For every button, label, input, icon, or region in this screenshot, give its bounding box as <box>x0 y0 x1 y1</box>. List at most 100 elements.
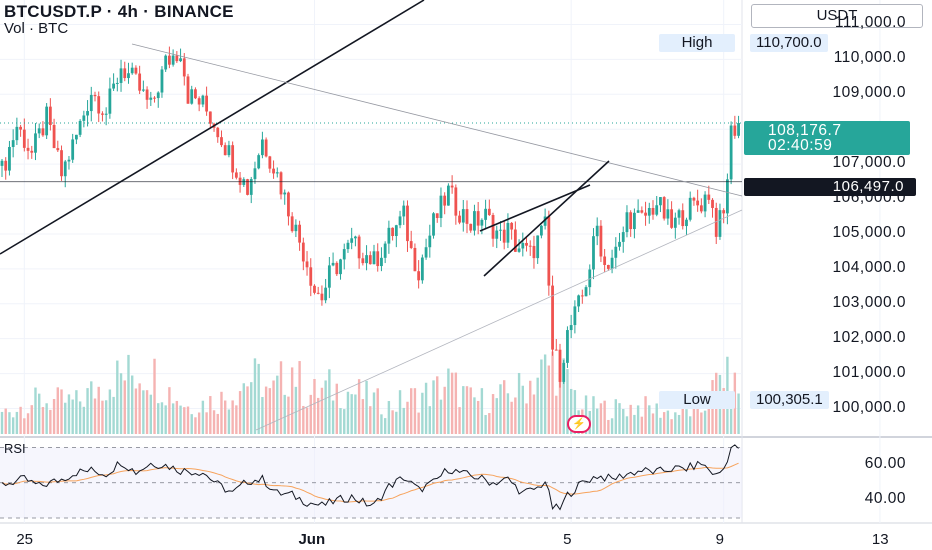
candle-body <box>536 235 540 259</box>
candle-body <box>220 137 223 146</box>
candle-body <box>89 94 93 112</box>
candle-body <box>331 262 335 266</box>
candle-body <box>476 211 480 226</box>
volume-bar <box>540 359 543 434</box>
volume-bar <box>116 360 119 434</box>
candle-body <box>666 209 670 219</box>
volume-bar <box>666 410 670 434</box>
volume-bar <box>235 405 238 434</box>
volume-bar <box>476 400 480 434</box>
volume-bar <box>562 358 565 434</box>
candle-body <box>621 232 625 242</box>
candle-body <box>75 134 78 140</box>
candle-body <box>461 209 465 223</box>
volume-bar <box>607 419 610 434</box>
candle-body <box>361 258 365 264</box>
volume-bar <box>692 403 696 434</box>
candle-body <box>424 247 428 258</box>
trend-lines[interactable] <box>0 0 743 431</box>
price-tick-label: 109,000.0 <box>832 84 906 102</box>
candle-body <box>502 229 506 243</box>
candle-body <box>208 111 212 124</box>
candle-body <box>699 205 703 212</box>
volume-bar <box>138 383 141 434</box>
volume-bar <box>674 412 677 434</box>
candle-body <box>272 168 275 174</box>
volume-bar <box>164 405 167 434</box>
candle-body <box>268 156 272 169</box>
volume-bar <box>142 390 145 434</box>
candle-body <box>138 73 142 91</box>
volume-bar <box>603 400 606 434</box>
price-tick-label: 110,000.0 <box>833 49 906 67</box>
volume-bar <box>670 419 673 434</box>
candle-body <box>454 187 458 216</box>
candle-body <box>499 229 502 231</box>
candle-body <box>190 89 194 104</box>
candle-body <box>409 241 413 248</box>
volume-bar <box>305 407 309 434</box>
candle-body <box>22 129 26 148</box>
candle-body <box>82 115 86 121</box>
candle-body <box>175 55 179 62</box>
candle-body <box>179 58 182 62</box>
volume-bar <box>197 412 201 434</box>
volume-bar <box>253 358 257 434</box>
low-label: Low <box>659 391 735 409</box>
candle-body <box>703 194 707 212</box>
volume-bar <box>677 414 681 434</box>
candle-body <box>52 124 56 149</box>
candle-body <box>164 55 168 70</box>
candle-body <box>554 349 558 351</box>
volume-bar <box>175 400 179 434</box>
volume-bar <box>685 409 688 434</box>
candle-body <box>692 197 696 201</box>
candle-body <box>324 287 328 301</box>
candle-body <box>618 241 621 247</box>
volume-bar <box>614 399 617 434</box>
candle-body <box>145 89 149 100</box>
currency-button[interactable]: USDT <box>751 4 923 28</box>
candle-body <box>398 216 402 226</box>
candle-body <box>547 216 551 286</box>
candle-body <box>726 179 729 214</box>
candle-body <box>246 179 249 195</box>
candle-body <box>290 216 294 232</box>
volume-bar <box>599 403 603 434</box>
volume-bar <box>112 396 115 434</box>
volume-bar <box>201 400 205 434</box>
candle-body <box>357 236 361 259</box>
candle-body <box>651 207 655 215</box>
candle-body <box>685 219 688 227</box>
candle-body <box>517 248 521 252</box>
candlesticks[interactable] <box>0 46 742 388</box>
symbol-title[interactable]: BTCUSDT.P · 4h · BINANCE <box>4 2 234 21</box>
pane-separator <box>0 436 932 438</box>
volume-bar <box>19 406 22 434</box>
volume-bar <box>38 393 41 434</box>
candle-body <box>506 222 510 243</box>
candle-body <box>681 210 685 227</box>
candle-body <box>413 247 417 272</box>
volume-indicator-title[interactable]: Vol · BTC <box>4 20 69 37</box>
price-tick-label: 101,000.0 <box>832 363 906 381</box>
candle-body <box>569 325 573 331</box>
volume-bar <box>238 391 242 434</box>
candle-body <box>309 267 313 286</box>
candle-body <box>249 179 253 195</box>
candle-body <box>629 212 633 230</box>
candle-body <box>510 222 514 230</box>
volume-bar <box>592 396 595 434</box>
candle-body <box>123 68 127 79</box>
candle-body <box>540 225 543 236</box>
candle-body <box>729 125 733 180</box>
rsi-title[interactable]: RSI <box>4 441 26 456</box>
candle-body <box>234 172 238 178</box>
volume-bar <box>662 412 666 434</box>
alert-icon[interactable]: ⚡ <box>567 415 591 433</box>
volume-bar <box>41 407 45 434</box>
candle-body <box>26 147 30 151</box>
volume-bar <box>525 403 528 434</box>
volume-bar <box>60 389 63 434</box>
